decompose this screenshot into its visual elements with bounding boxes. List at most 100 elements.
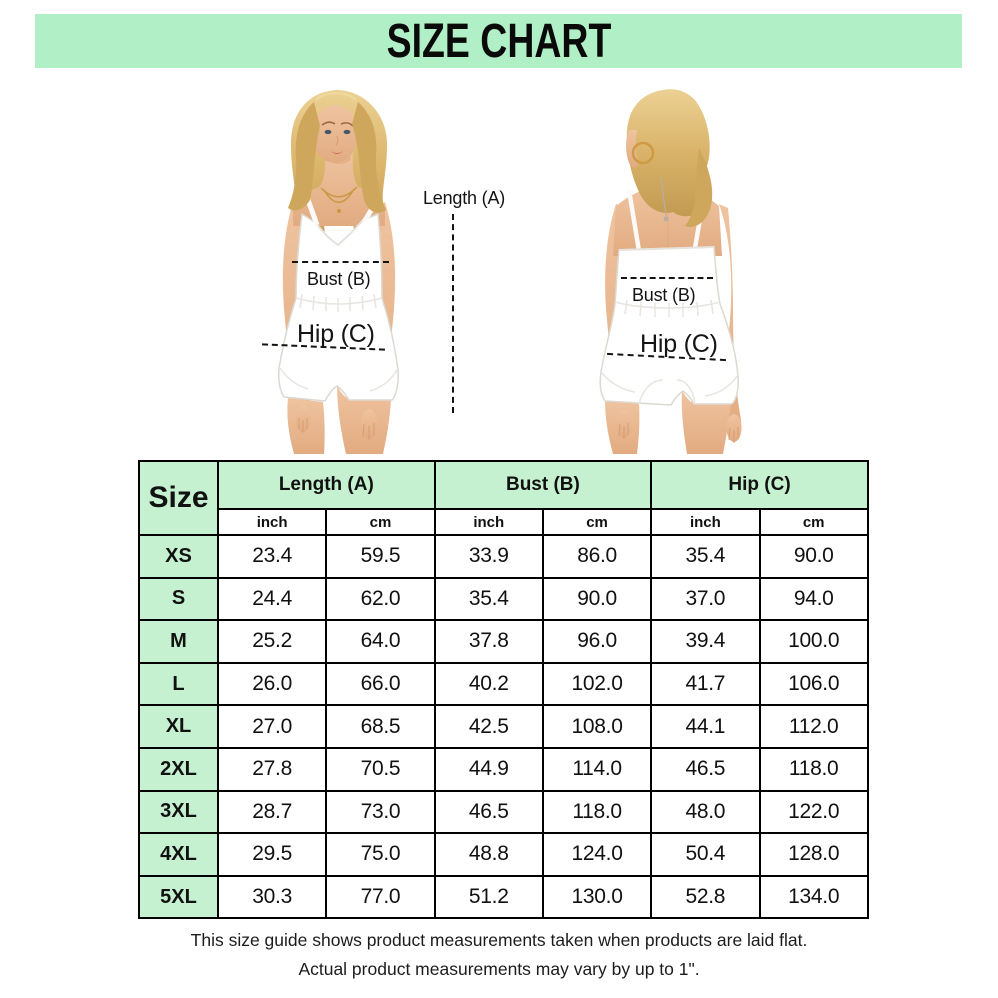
measurement-cell: 39.4: [650, 619, 761, 664]
right-arm: [719, 204, 742, 435]
table-row: XL 27.0 68.5 42.5 108.0 44.1 112.0: [138, 704, 869, 749]
measurement-cell: 48.0: [650, 789, 761, 835]
measurement-cell: 108.0: [541, 704, 653, 749]
face: [312, 105, 358, 163]
size-label-cell: 5XL: [138, 874, 219, 920]
hair-strand: [685, 148, 713, 228]
measurement-cell: 86.0: [541, 534, 653, 579]
size-label-cell: 4XL: [138, 832, 219, 877]
unit-header: inch: [216, 508, 328, 536]
hoop-earring: [631, 141, 655, 165]
column-header-length: Length (A): [217, 460, 436, 510]
table-row: 3XL 28.7 73.0 46.5 118.0 48.0 122.0: [138, 789, 869, 835]
table-row: S 24.4 62.0 35.4 90.0 37.0 94.0: [138, 576, 869, 622]
left-hand: [616, 410, 632, 439]
size-label-cell: M: [138, 619, 219, 664]
table-row: M 25.2 64.0 37.8 96.0 39.4 100.0: [138, 619, 869, 664]
measurement-cell: 90.0: [758, 534, 869, 579]
measurement-cell: 46.5: [650, 746, 761, 792]
right-hand: [726, 414, 742, 443]
necklace-chain: [660, 177, 669, 222]
measurement-cell: 118.0: [541, 789, 653, 835]
size-chart-banner: SIZE CHART: [35, 14, 962, 68]
measurement-cell: 52.8: [650, 874, 761, 920]
measurement-cell: 130.0: [541, 874, 653, 920]
measurement-cell: 37.0: [650, 576, 761, 622]
back-bust-label: Bust (B): [632, 285, 696, 305]
front-bust-label: Bust (B): [307, 269, 371, 289]
size-label-cell: S: [138, 576, 219, 622]
measurement-cell: 124.0: [541, 832, 653, 877]
measurement-cell: 44.1: [650, 704, 761, 749]
front-bust-line: [292, 261, 389, 263]
measurement-cell: 33.9: [433, 534, 544, 579]
romper-back: [599, 246, 739, 406]
size-column-header: Size: [138, 460, 219, 536]
waist-gathers: [600, 299, 738, 405]
unit-header: inch: [650, 508, 761, 536]
unit-header: cm: [325, 508, 436, 536]
hair-highlight: [315, 92, 357, 101]
footer-note-2: Actual product measurements may vary by …: [298, 959, 700, 979]
measurement-cell: 50.4: [650, 832, 761, 877]
neckline-seam: [315, 219, 364, 247]
back-bust-line: [621, 277, 713, 279]
back-hip-label: Hip (C): [640, 330, 718, 358]
measurement-cell: 118.0: [758, 746, 869, 792]
measurement-cell: 27.8: [216, 746, 328, 792]
measurement-cell: 66.0: [325, 661, 436, 707]
left-hand: [295, 405, 311, 433]
measurement-cell: 73.0: [325, 789, 436, 835]
length-dashed-line: [452, 214, 454, 413]
size-table-body: XS 23.4 59.5 33.9 86.0 35.4 90.0 S 24.4 62.0 35…: [138, 534, 869, 920]
measurement-cell: 51.2: [433, 874, 544, 920]
measurement-cell: 77.0: [325, 874, 436, 920]
measurement-cell: 100.0: [758, 619, 869, 664]
measurement-cell: 35.4: [433, 576, 544, 622]
measurement-cell: 28.7: [216, 789, 328, 835]
measurement-cell: 48.8: [433, 832, 544, 877]
measurement-cell: 44.9: [433, 746, 544, 792]
measurement-cell: 122.0: [758, 789, 869, 835]
measurement-cell: 64.0: [325, 619, 436, 664]
measurement-cell: 70.5: [325, 746, 436, 792]
front-model-illustration: [278, 90, 399, 454]
table-row: XS 23.4 59.5 33.9 86.0 35.4 90.0: [138, 534, 869, 579]
table-header: Size Length (A) Bust (B) Hip (C) inch cm…: [138, 460, 869, 536]
size-table: Size Length (A) Bust (B) Hip (C) inch cm…: [138, 460, 869, 920]
front-hip-label: Hip (C): [297, 320, 375, 348]
measurement-cell: 59.5: [325, 534, 436, 579]
measurement-cell: 94.0: [758, 576, 869, 622]
measurement-cell: 37.8: [433, 619, 544, 664]
measurement-cell: 35.4: [650, 534, 761, 579]
measurement-cell: 68.5: [325, 704, 436, 749]
back-model-illustration: [599, 89, 742, 454]
length-label: Length (A): [423, 188, 506, 208]
unit-header: inch: [433, 508, 544, 536]
measurement-cell: 30.3: [216, 874, 328, 920]
hair-front-left: [288, 102, 320, 211]
column-header-bust: Bust (B): [433, 460, 653, 510]
size-label-cell: 2XL: [138, 746, 219, 792]
measurement-cell: 62.0: [325, 576, 436, 622]
right-leg: [681, 390, 731, 454]
unit-header: cm: [758, 508, 869, 536]
size-label-cell: XS: [138, 534, 219, 579]
measurement-cell: 106.0: [758, 661, 869, 707]
left-strap: [626, 189, 642, 252]
measurement-cell: 25.2: [216, 619, 328, 664]
waist-gathers: [279, 293, 398, 392]
hair-front-right: [352, 102, 386, 213]
size-label-cell: L: [138, 661, 219, 707]
measurement-cell: 102.0: [541, 661, 653, 707]
measurement-cell: 96.0: [541, 619, 653, 664]
measurement-cell: 90.0: [541, 576, 653, 622]
measurement-cell: 46.5: [433, 789, 544, 835]
measurement-cell: 41.7: [650, 661, 761, 707]
measurement-cell: 128.0: [758, 832, 869, 877]
measurement-cell: 23.4: [216, 534, 328, 579]
column-header-hip: Hip (C): [650, 460, 869, 510]
face-features: [321, 121, 354, 154]
chest-skin: [293, 150, 385, 226]
